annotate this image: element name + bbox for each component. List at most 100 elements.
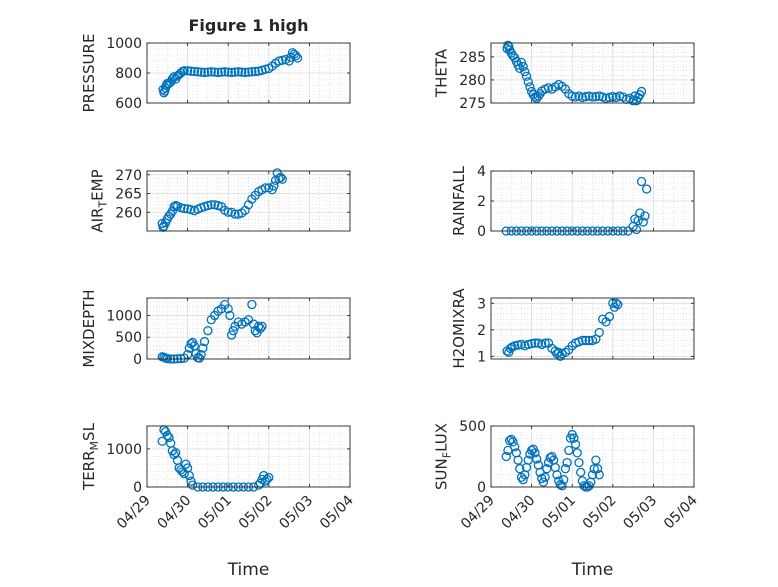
y-axis-label: RAINFALL	[450, 165, 468, 236]
data-point	[291, 51, 301, 61]
data-point	[203, 67, 213, 77]
x-tick-label: 04/30	[499, 493, 539, 533]
data-point	[157, 436, 167, 446]
x-tick-label: 05/03	[620, 493, 660, 533]
data-point	[264, 472, 274, 483]
data-point	[641, 184, 652, 194]
y-tick-label: 275	[459, 96, 486, 112]
y-tick-label: 3	[477, 296, 486, 312]
data-point	[243, 67, 254, 77]
data-point	[525, 82, 535, 92]
data-point	[169, 72, 179, 82]
data-point	[260, 183, 271, 193]
data-point	[257, 321, 267, 331]
subplot-rainfall: 0 2 4 RAINFALL	[450, 164, 695, 240]
data-point	[226, 330, 237, 340]
y-tick-label: 265	[115, 187, 142, 203]
data-point	[594, 470, 604, 480]
data-point	[587, 470, 598, 480]
data-point	[587, 92, 598, 102]
y-axis-label-subscript: F	[441, 452, 454, 458]
data-point	[216, 67, 227, 77]
data-point	[213, 67, 223, 78]
y-axis-label-main: PRESSURE	[80, 34, 98, 113]
data-point	[275, 172, 286, 183]
data-point	[594, 327, 604, 338]
data-point	[581, 91, 591, 102]
data-point	[577, 335, 587, 346]
data-point	[530, 448, 540, 458]
y-tick-label: 500	[115, 330, 142, 346]
y-axis-label: TERRMSL	[80, 422, 101, 491]
x-axis-label: Time	[571, 560, 614, 580]
data-point	[631, 224, 642, 235]
data-series	[158, 48, 303, 98]
data-point	[510, 442, 520, 452]
data-point	[530, 338, 540, 348]
x-tick-label: 04/29	[458, 493, 498, 533]
data-point	[198, 343, 208, 353]
y-tick-label: 800	[115, 66, 142, 82]
data-point	[169, 201, 179, 212]
data-point	[199, 336, 210, 347]
y-tick-label: 0	[477, 480, 486, 496]
data-series	[157, 168, 287, 232]
data-point	[513, 340, 523, 350]
axes-box	[490, 425, 695, 488]
data-point	[179, 203, 189, 214]
y-axis-label-main: THETA	[433, 48, 451, 98]
y-axis-label: THETA	[433, 48, 451, 98]
data-point	[510, 341, 520, 351]
data-point	[584, 335, 594, 346]
data-point	[233, 67, 244, 77]
data-point	[292, 53, 303, 63]
data-point	[277, 55, 287, 65]
y-tick-label: 0	[133, 352, 142, 368]
data-point	[162, 430, 172, 441]
data-point	[210, 200, 220, 210]
data-point	[225, 310, 235, 321]
data-point	[179, 66, 189, 76]
x-tick-label: 04/29	[114, 493, 154, 533]
data-point	[520, 66, 530, 77]
y-axis-label-rest: LUX	[433, 423, 451, 452]
data-point	[250, 66, 260, 77]
y-tick-label: 1000	[106, 442, 142, 458]
data-point	[237, 67, 247, 77]
data-point	[220, 67, 230, 77]
data-point	[557, 481, 567, 491]
data-point	[640, 211, 650, 221]
x-tick-label: 05/03	[276, 493, 316, 533]
x-tick-label: 05/01	[195, 493, 235, 533]
data-point	[521, 71, 532, 81]
y-tick-label: 600	[115, 96, 142, 112]
subplot-air: 260 265 270 AIRTEMP	[89, 168, 351, 233]
data-point	[552, 470, 562, 480]
data-point	[574, 457, 584, 468]
x-tick-label: 05/04	[317, 492, 357, 532]
y-axis-label-main: MIXDEPTH	[80, 289, 98, 367]
y-tick-label: 1000	[106, 36, 142, 52]
y-tick-label: 280	[459, 73, 486, 89]
data-point	[223, 304, 233, 314]
data-point	[628, 96, 638, 106]
y-axis-label-main: H2OMIXRA	[450, 288, 468, 369]
y-axis-label-main: TERR	[80, 450, 98, 491]
data-point	[223, 207, 233, 217]
data-point	[503, 40, 513, 50]
data-point	[636, 176, 647, 187]
data-point	[247, 299, 257, 310]
data-point	[604, 311, 615, 322]
y-tick-label: 4	[477, 164, 486, 180]
data-point	[206, 200, 216, 210]
y-tick-label: 2	[477, 323, 486, 339]
data-point	[538, 477, 549, 487]
data-point	[189, 66, 200, 77]
x-tick-label: 05/02	[580, 493, 620, 533]
data-point	[196, 67, 206, 77]
subplot-pressure: 600 800 1000 PRESSURE Figure 1 high	[80, 16, 351, 113]
data-point	[240, 67, 250, 78]
subplot-h2omixra: 1 2 3 H2OMIXRA	[450, 288, 695, 369]
